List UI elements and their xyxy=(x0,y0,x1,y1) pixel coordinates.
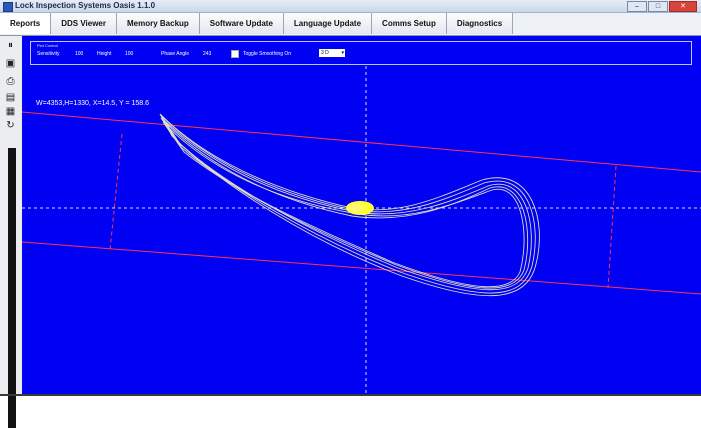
settings-icon[interactable]: ▦ xyxy=(5,106,16,117)
save-icon[interactable]: ▣ xyxy=(5,58,16,69)
signal-plot xyxy=(22,66,701,394)
tab-bar: Reports DDS Viewer Memory Backup Softwar… xyxy=(0,13,701,36)
window-title: Lock Inspection Systems Oasis 1.1.0 xyxy=(15,1,156,10)
tab-memory-backup[interactable]: Memory Backup xyxy=(117,13,200,34)
plot-control-panel: Plot Control Sensitivity 100 Height 100 … xyxy=(30,41,692,65)
bottom-strip xyxy=(0,394,701,396)
guide-line-top xyxy=(22,111,701,173)
trace-4 xyxy=(160,117,529,289)
plot-canvas[interactable]: Plot Control Sensitivity 100 Height 100 … xyxy=(22,36,701,394)
phase-angle-value[interactable]: 243 xyxy=(203,51,212,57)
height-value[interactable]: 100 xyxy=(125,51,134,57)
save-report-icon[interactable]: ▤ xyxy=(5,92,16,103)
trace-5 xyxy=(162,121,525,288)
toggle-smoothing-checkbox[interactable] xyxy=(231,50,239,58)
guide-line-left xyxy=(109,133,123,251)
toggle-smoothing-label: Toggle Smoothing On xyxy=(243,51,292,57)
phase-angle-label: Phase Angle xyxy=(161,51,190,57)
tab-dds-viewer[interactable]: DDS Viewer xyxy=(51,13,117,34)
trace-2 xyxy=(161,115,536,294)
signal-centroid-core xyxy=(349,204,363,212)
tab-comms-setup[interactable]: Comms Setup xyxy=(372,13,447,34)
tab-diagnostics[interactable]: Diagnostics xyxy=(446,13,514,34)
trace-1 xyxy=(159,113,540,297)
view-mode-select[interactable]: 3 D ▾ xyxy=(319,49,345,57)
left-panel-divider xyxy=(8,148,16,428)
window-controls: – □ ✕ xyxy=(627,1,697,12)
refresh-icon[interactable]: ↻ xyxy=(6,120,15,131)
guide-line-bottom xyxy=(22,241,701,295)
chevron-down-icon: ▾ xyxy=(341,50,344,56)
plot-control-group-label: Plot Control xyxy=(37,43,58,48)
tab-reports[interactable]: Reports xyxy=(0,13,52,34)
tab-software-update[interactable]: Software Update xyxy=(199,13,284,34)
tab-language-update[interactable]: Language Update xyxy=(283,13,373,34)
guide-line-right xyxy=(607,165,617,289)
left-toolbar: ⏸ ▣ ⎙ ▤ ▦ ↻ xyxy=(0,36,23,428)
minimize-button[interactable]: – xyxy=(627,1,647,12)
pause-icon[interactable]: ⏸ xyxy=(8,40,13,51)
trace-3 xyxy=(163,119,532,291)
print-icon[interactable]: ⎙ xyxy=(6,76,15,87)
title-bar: Lock Inspection Systems Oasis 1.1.0 – □ … xyxy=(0,0,701,13)
height-label: Height xyxy=(97,51,112,57)
app-icon xyxy=(3,2,13,12)
sensitivity-value[interactable]: 100 xyxy=(75,51,84,57)
maximize-button[interactable]: □ xyxy=(648,1,668,12)
view-mode-value: 3 D xyxy=(321,50,329,56)
close-button[interactable]: ✕ xyxy=(669,1,697,12)
cursor-readout: W=4353,H=1330, X=14.5, Y = 158.6 xyxy=(36,100,149,107)
sensitivity-label: Sensitivity xyxy=(37,51,60,57)
